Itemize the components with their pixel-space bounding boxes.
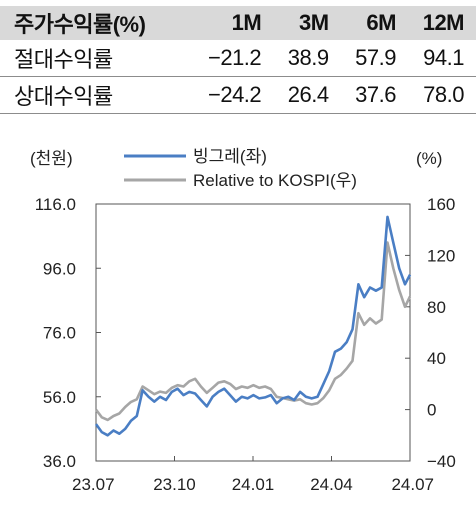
left-tick-label: 76.0 <box>43 324 76 343</box>
right-tick-label: 40 <box>427 349 446 368</box>
left-tick-label: 96.0 <box>43 259 76 278</box>
series-line-stock <box>94 215 412 437</box>
plot-frame <box>95 203 411 462</box>
x-tick-label: 23.07 <box>72 475 115 494</box>
legend-label: Relative to KOSPI(우) <box>193 171 357 190</box>
cell-6m: 57.9 <box>355 45 396 70</box>
table-header-3m: 3M <box>273 6 341 40</box>
cell-6m: 37.6 <box>355 82 396 107</box>
cell-1m: −24.2 <box>207 82 262 107</box>
legend: 빙그레(좌) Relative to KOSPI(우) <box>124 147 357 190</box>
table-row-relative: 상대수익률 −24.2 26.4 37.6 78.0 <box>0 77 476 114</box>
cell-12m: 78.0 <box>423 82 464 107</box>
left-tick-label: 36.0 <box>43 452 76 471</box>
table-header-6m: 6M <box>340 6 408 40</box>
table-row-absolute: 절대수익률 −21.2 38.9 57.9 94.1 <box>0 40 476 77</box>
row-label: 절대수익률 <box>14 47 113 72</box>
cell-1m: −21.2 <box>207 45 262 70</box>
cell-12m: 94.1 <box>423 45 464 70</box>
x-tick-label: 24.07 <box>391 475 434 494</box>
returns-table: 주가수익률(%) 1M 3M 6M 12M 절대수익률 −21.2 38.9 5… <box>0 6 476 114</box>
x-tick-label: 24.04 <box>310 475 353 494</box>
right-tick-label: 120 <box>427 246 455 265</box>
price-chart: (천원) (%) 빙그레(좌) Relative to KOSPI(우) 116.… <box>30 147 456 494</box>
series-lines <box>94 215 412 437</box>
x-tick-label: 23.10 <box>153 475 196 494</box>
left-axis-unit: (천원) <box>30 149 73 168</box>
left-tick-label: 116.0 <box>35 195 76 214</box>
right-axis-unit: (%) <box>416 149 442 168</box>
left-tick-label: 56.0 <box>43 388 76 407</box>
right-tick-label: 0 <box>427 401 436 420</box>
series-line-relative <box>94 241 412 422</box>
table-header-label: 주가수익률(%) <box>0 6 190 40</box>
row-label: 상대수익률 <box>14 84 113 109</box>
table-header-12m: 12M <box>407 6 476 40</box>
legend-label: 빙그레(좌) <box>193 147 267 166</box>
table-header-1m: 1M <box>190 6 274 40</box>
cell-3m: 26.4 <box>287 82 329 107</box>
axes: 116.0 96.0 76.0 56.0 36.0 160 120 80 40 0 −40 23.07… <box>35 195 456 494</box>
table-header-row: 주가수익률(%) 1M 3M 6M 12M <box>0 6 476 40</box>
right-tick-label: 80 <box>427 298 446 317</box>
right-tick-label: 160 <box>427 195 455 214</box>
x-tick-label: 24.01 <box>232 475 275 494</box>
cell-3m: 38.9 <box>287 45 329 70</box>
right-tick-label: −40 <box>427 452 456 471</box>
